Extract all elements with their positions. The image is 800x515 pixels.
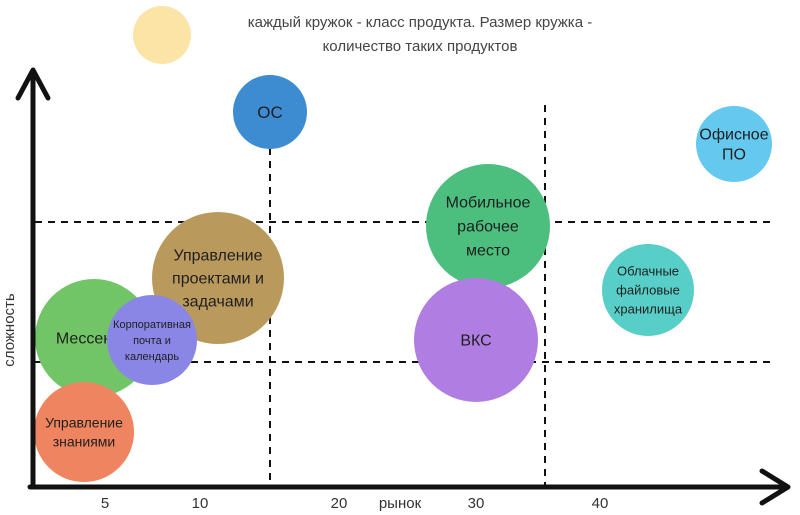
bubble: Мобильное рабочее место: [426, 164, 550, 288]
x-tick-label: 40: [592, 495, 609, 512]
legend-line-2: количество таких продуктов: [323, 38, 518, 55]
legend-swatch: [133, 6, 191, 64]
bubble: ОС: [233, 75, 307, 149]
y-axis-label: сложность: [1, 293, 18, 367]
x-tick-label: 10: [192, 495, 209, 512]
x-tick-label: 30: [468, 495, 485, 512]
bubble: Управление знаниями: [34, 382, 134, 482]
bubble-circle: [233, 75, 307, 149]
axes: [15, 67, 791, 506]
bubble-circle: [696, 106, 772, 182]
bubble-circle: [426, 164, 550, 288]
bubble-label: Офисное ПО: [699, 127, 768, 164]
bubble: Офисное ПО: [696, 106, 772, 182]
bubbles-layer: ОС Офисное ПО Мобильное рабочее место Облачные…: [34, 75, 772, 482]
x-tick-label: 20: [331, 495, 348, 512]
bubble-label: Корпоративная почта и календарь: [113, 319, 191, 363]
x-axis-label: рынок: [379, 495, 422, 512]
bubble: Корпоративная почта и календарь: [107, 295, 197, 385]
bubble-label: Облачные файловые хранилища: [614, 264, 683, 317]
x-axis-arrow: [759, 468, 791, 506]
bubble-label: Мобильное рабочее место: [446, 195, 531, 260]
x-tick-label: 5: [101, 495, 109, 512]
bubble-label: Управление знаниями: [45, 414, 123, 449]
bubble: ВКС: [414, 278, 538, 402]
y-axis-arrow: [15, 67, 51, 101]
bubble-label: ВКС: [460, 333, 491, 350]
bubble-circle: [34, 382, 134, 482]
bubble-label: ОС: [257, 103, 283, 122]
bubble-circle: [414, 278, 538, 402]
bubble-label: Управление проектами и задачами: [172, 248, 264, 311]
bubble-circle: [602, 244, 694, 336]
bubble: Облачные файловые хранилища: [602, 244, 694, 336]
bubble-circle: [107, 295, 197, 385]
legend-line-1: каждый кружок - класс продукта. Размер к…: [248, 14, 592, 31]
